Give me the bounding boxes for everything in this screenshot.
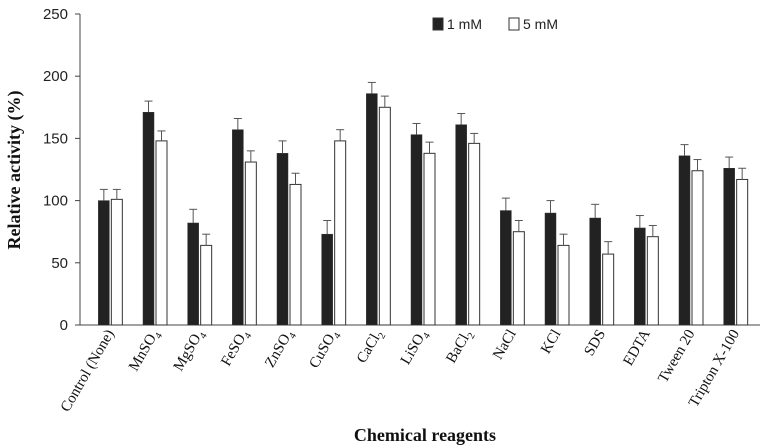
bar-5mm: [378, 106, 391, 326]
bar-1mm: [98, 200, 110, 326]
bar-1mm: [142, 112, 155, 326]
bar-5mm: [691, 170, 704, 326]
x-tick-label: EDTA: [621, 327, 654, 369]
legend-swatch-5mm: [508, 17, 520, 31]
x-tick-label-subscript: 4: [198, 331, 210, 341]
x-tick-label-subscript: 2: [466, 331, 478, 341]
x-tick-label-subscript: 4: [287, 331, 299, 341]
bar-5mm: [244, 161, 257, 326]
x-axis: Control (None) MnSO4 MgSO4 FeSO4 ZnSO4 CuSO4 C…: [58, 324, 760, 415]
x-tick-label-subscript: 4: [242, 331, 254, 341]
x-tick-label: LiSO4: [398, 327, 433, 369]
x-tick-label-text: SDS: [582, 327, 610, 359]
legend: 1 mM 5 mM: [432, 16, 558, 32]
x-tick-label: NaCl: [490, 327, 520, 362]
x-tick-label: Control (None): [58, 327, 118, 415]
bar-5mm: [557, 244, 570, 326]
bar-1mm: [634, 227, 646, 326]
x-axis-title: Chemical reagents: [354, 425, 496, 445]
legend-swatch-1mm: [432, 17, 444, 31]
x-tick-label-text: EDTA: [621, 327, 654, 369]
bar-5mm: [200, 244, 213, 326]
x-tick-label-subscript: 2: [376, 331, 388, 341]
x-tick-label: ZnSO4: [262, 327, 299, 372]
bar-1mm: [678, 155, 691, 326]
legend-label: 5 mM: [523, 16, 558, 32]
bar-5mm: [468, 142, 481, 326]
y-tick-label: 250: [43, 6, 68, 23]
bar-1mm: [321, 233, 333, 326]
bar-5mm: [110, 198, 123, 326]
y-tick-label: 0: [60, 317, 68, 334]
y-tick-label: 150: [43, 130, 68, 147]
x-tick-label-subscript: 4: [421, 331, 433, 341]
bar-1mm: [723, 168, 735, 326]
y-axis-title: Relative activity (%): [4, 91, 25, 250]
legend-label: 1 mM: [447, 16, 482, 32]
bar-5mm: [334, 140, 347, 326]
x-tick-label-subscript: 4: [153, 331, 165, 341]
bar-group: [98, 81, 749, 326]
bar-5mm: [646, 236, 659, 326]
x-tick-label-text: Control (None): [58, 327, 118, 415]
x-tick-label-subscript: 4: [332, 331, 344, 341]
x-tick-label-text: MnSO: [126, 331, 160, 374]
y-tick-label: 100: [43, 193, 68, 210]
x-tick-label: MgSO4: [171, 327, 210, 375]
x-tick-label-text: KCl: [538, 327, 564, 357]
y-tick-label: 50: [51, 255, 68, 272]
x-tick-label-text: Tween 20: [655, 327, 698, 386]
x-tick-label: CuSO4: [306, 327, 343, 373]
x-tick-label: KCl: [538, 327, 564, 357]
bar-5mm: [736, 178, 749, 326]
bar-5mm: [423, 152, 436, 326]
bar-1mm: [500, 210, 512, 326]
y-axis: 0 50 100 150 200 250: [43, 6, 81, 334]
x-tick-label: Tween 20: [655, 327, 698, 386]
bar-1mm: [232, 129, 244, 326]
bar-1mm: [544, 212, 557, 326]
x-tick-label-text: NaCl: [490, 327, 520, 362]
x-tick-label: SDS: [582, 327, 610, 359]
x-tick-label: BaCl2: [443, 327, 477, 368]
bar-1mm: [589, 217, 601, 326]
bar-1mm: [366, 93, 378, 326]
x-tick-label: CaCl2: [354, 327, 388, 368]
bar-5mm: [155, 140, 168, 326]
x-tick-label: FeSO4: [218, 327, 254, 370]
bar-5mm: [602, 253, 615, 326]
bar-1mm: [410, 134, 423, 326]
bar-1mm: [187, 222, 199, 326]
bar-1mm: [276, 153, 289, 326]
x-tick-label: MnSO4: [126, 327, 165, 375]
bar-5mm: [289, 183, 302, 326]
x-tick-label-text: MgSO: [171, 331, 205, 374]
bar-1mm: [455, 124, 467, 326]
y-tick-label: 200: [43, 68, 68, 85]
bar-5mm: [512, 231, 525, 326]
